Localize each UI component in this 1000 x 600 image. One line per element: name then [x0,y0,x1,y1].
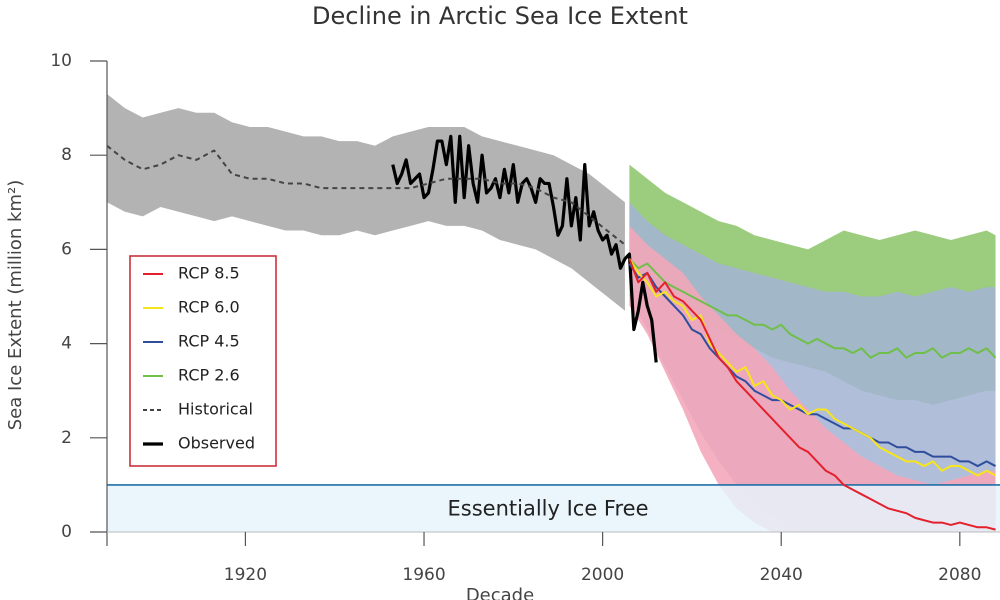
series-line [628,258,996,531]
y-tick-label: 4 [61,334,72,354]
series-line [391,134,658,363]
y-tick-label: 0 [61,522,72,542]
legend-label: RCP 6.0 [178,298,240,317]
lines [107,134,997,531]
band [107,93,625,311]
x-tick-label: 2040 [760,565,803,585]
bands [107,93,996,532]
x-axis-label: Decade [466,585,534,600]
legend-box [129,255,277,467]
series-line [628,262,997,468]
axes: 0 2 4 6 8 10 1920 1960 2000 2040 2080 [50,51,1000,585]
y-tick-label: 2 [61,428,72,448]
x-tick-label: 1960 [402,565,445,585]
chart-title: Decline in Arctic Sea Ice Extent [312,2,688,30]
series-line [628,258,997,359]
legend: RCP 8.5 RCP 6.0 RCP 4.5 RCP 2.6 Historical Ob… [129,255,277,467]
y-axis-label: Sea Ice Extent (million km²) [5,180,26,431]
y-tick-label: 6 [61,239,72,259]
y-tick-label: 10 [50,51,72,71]
legend-label: RCP 2.6 [178,366,240,385]
legend-label: RCP 8.5 [178,264,240,283]
legend-label: Observed [178,434,255,453]
x-tick-label: 2080 [938,565,981,585]
series-line [107,144,626,246]
y-tick-label: 8 [61,145,72,165]
band [629,225,996,532]
series-line [628,258,997,477]
threshold: Essentially Ice Free [107,484,1000,532]
legend-label: Historical [178,400,253,419]
threshold-label: Essentially Ice Free [448,496,649,520]
x-tick-label: 1920 [224,565,267,585]
legend-label: RCP 4.5 [178,332,240,351]
ice-free-region [107,484,1000,532]
x-tick-label: 2000 [581,565,624,585]
